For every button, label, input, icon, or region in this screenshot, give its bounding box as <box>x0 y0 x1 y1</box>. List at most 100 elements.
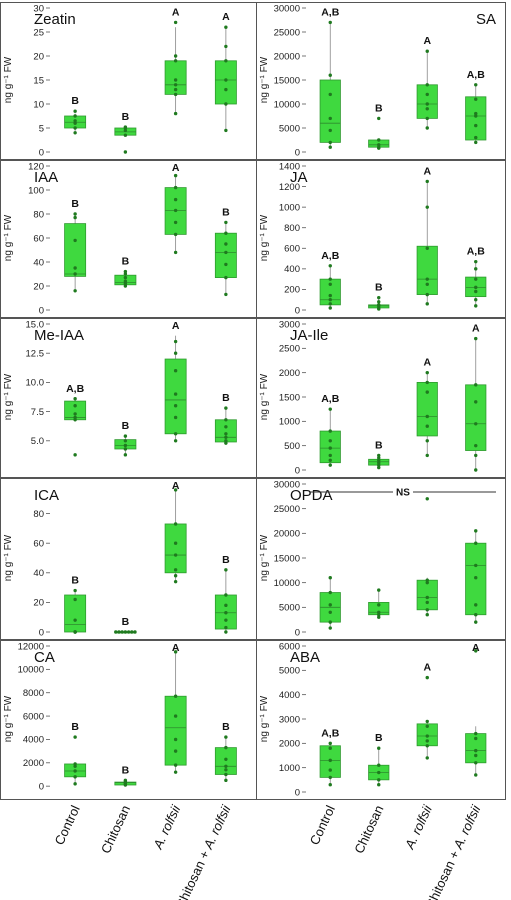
data-point <box>328 293 332 298</box>
ns-label: NS <box>396 488 410 499</box>
data-point <box>73 735 77 739</box>
panel-zeatin: 0 5 10 15 20 25 30 ng g⁻¹ FW Zeatin B B A A <box>0 2 257 160</box>
data-point <box>328 116 332 121</box>
data-point <box>377 783 381 787</box>
significance-letter: A,B <box>66 383 85 395</box>
data-point <box>474 613 478 617</box>
y-axis-label: ng g⁻¹ FW <box>3 534 14 581</box>
data-point <box>328 298 332 302</box>
box-iqr <box>214 232 237 278</box>
panel-title: ICA <box>34 487 59 504</box>
data-point <box>73 266 77 270</box>
data-point <box>73 769 77 773</box>
data-point <box>224 220 228 225</box>
data-point <box>73 630 77 634</box>
data-point <box>73 412 77 416</box>
data-point <box>425 497 429 501</box>
category-label: Chitosan + A. rolfsii <box>173 802 235 900</box>
data-point <box>123 275 128 280</box>
data-point <box>328 576 332 580</box>
y-tick-label: 3000 <box>279 714 300 725</box>
data-point <box>73 588 77 593</box>
data-point <box>474 563 478 568</box>
panel-ja: 0 200 400 600 800 1000 1200 1400 ng g⁻¹ FW JA A,B B… <box>256 160 506 318</box>
panel-sa: 0 5000 10000 15000 20000 25000 30000 ng g⁻¹ FW S… <box>256 2 506 160</box>
y-tick-label: 0 <box>295 787 300 798</box>
data-point <box>425 302 429 306</box>
data-point <box>173 59 178 63</box>
y-tick-label: 30000 <box>274 479 300 490</box>
data-point <box>474 620 478 624</box>
data-point <box>377 303 381 307</box>
significance-letter: B <box>222 721 230 733</box>
data-point <box>73 453 77 457</box>
data-point <box>173 553 178 557</box>
data-point <box>130 630 134 634</box>
data-point <box>224 618 228 622</box>
data-point <box>224 25 228 29</box>
data-point <box>328 626 332 630</box>
data-point <box>328 282 332 286</box>
y-tick-label: 1000 <box>279 202 300 213</box>
data-point <box>474 736 478 741</box>
data-point <box>474 298 478 302</box>
data-point <box>377 615 381 619</box>
data-point <box>474 649 478 653</box>
data-point <box>328 439 332 443</box>
y-tick-label: 10 <box>33 99 44 110</box>
data-point <box>173 522 178 526</box>
y-tick-label: 6000 <box>279 641 300 652</box>
data-point <box>377 295 381 300</box>
data-point <box>377 463 381 467</box>
data-point <box>425 92 429 97</box>
y-tick-label: 80 <box>33 509 44 520</box>
data-point <box>328 453 332 458</box>
y-tick-label: 0 <box>39 781 44 792</box>
data-point <box>328 768 332 772</box>
significance-letter: B <box>222 392 230 404</box>
data-point <box>328 128 332 133</box>
data-point <box>173 87 178 92</box>
y-tick-label: 5000 <box>279 603 300 614</box>
box-iqr <box>214 60 237 105</box>
y-tick-label: 5 <box>39 123 44 134</box>
data-point <box>73 597 77 602</box>
y-tick-label: 1000 <box>279 763 300 774</box>
data-point <box>474 453 478 458</box>
y-axis-label: ng g⁻¹ FW <box>3 695 14 742</box>
data-point <box>328 429 332 433</box>
data-point <box>173 737 178 742</box>
data-point <box>73 272 77 276</box>
box-iqr <box>416 84 438 119</box>
y-tick-label: 0 <box>295 147 300 158</box>
panel-title: SA <box>476 11 496 28</box>
data-point <box>173 339 178 344</box>
panel-frame <box>256 160 506 318</box>
data-point <box>377 456 381 460</box>
data-point <box>224 764 228 769</box>
y-tick-label: 12.5 <box>26 349 45 360</box>
data-point <box>123 281 128 286</box>
data-point <box>224 406 228 410</box>
data-point <box>224 441 228 445</box>
significance-letter: A <box>172 6 180 18</box>
category-label: Chitosan + A. rolfsii <box>422 802 484 900</box>
data-point <box>173 574 178 578</box>
data-point <box>425 49 429 53</box>
panel-me-iaa: 5.0 7.5 10.0 12.5 15.0 ng g⁻¹ FW Me-IAA A,B B A B <box>0 318 257 478</box>
data-point <box>328 277 332 281</box>
y-tick-label: 2000 <box>23 758 44 769</box>
y-tick-label: 10.0 <box>26 378 45 389</box>
panel-frame <box>0 640 257 800</box>
data-point <box>328 775 332 780</box>
data-point <box>224 625 228 630</box>
y-axis-label: ng g⁻¹ FW <box>259 214 270 261</box>
y-tick-label: 0 <box>295 305 300 316</box>
data-point <box>377 603 381 607</box>
data-point <box>474 285 478 290</box>
y-tick-label: 800 <box>284 223 300 234</box>
y-tick-label: 20000 <box>274 51 300 62</box>
y-tick-label: 2500 <box>279 344 300 355</box>
y-tick-label: 1500 <box>279 392 300 403</box>
data-point <box>474 83 478 87</box>
